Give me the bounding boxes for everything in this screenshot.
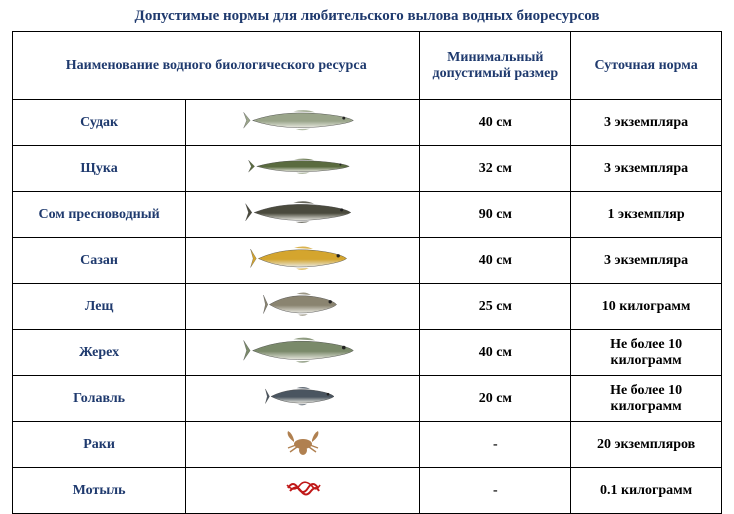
species-name: Лещ — [13, 284, 186, 330]
header-daily: Суточная норма — [571, 32, 722, 100]
min-size: - — [420, 468, 571, 514]
species-name: Жерех — [13, 330, 186, 376]
table-row: Мотыль -0.1 килограмм — [13, 468, 722, 514]
species-image — [186, 238, 420, 284]
table-row: Сазан 40 см3 экземпляра — [13, 238, 722, 284]
table-row: Раки -20 экземпляров — [13, 422, 722, 468]
min-size: 40 см — [420, 238, 571, 284]
table-row: Щука 32 см3 экземпляра — [13, 146, 722, 192]
daily-limit: Не более 10 килограмм — [571, 330, 722, 376]
page-title: Допустимые нормы для любительского вылов… — [12, 8, 722, 25]
species-image — [186, 330, 420, 376]
fish-icon — [243, 108, 363, 132]
fish-icon — [245, 199, 360, 225]
daily-limit: 3 экземпляра — [571, 100, 722, 146]
table-row: Лещ 25 см10 килограмм — [13, 284, 722, 330]
daily-limit: 20 экземпляров — [571, 422, 722, 468]
species-name: Раки — [13, 422, 186, 468]
species-image — [186, 284, 420, 330]
min-size: 32 см — [420, 146, 571, 192]
species-name: Голавль — [13, 376, 186, 422]
fish-icon — [248, 157, 358, 175]
fish-icon — [243, 335, 363, 365]
species-name: Сазан — [13, 238, 186, 284]
daily-limit: Не более 10 килограмм — [571, 376, 722, 422]
min-size: 25 см — [420, 284, 571, 330]
daily-limit: 1 экземпляр — [571, 192, 722, 238]
table-row: Голавль 20 смНе более 10 килограмм — [13, 376, 722, 422]
min-size: 40 см — [420, 100, 571, 146]
table-row: Судак 40 см3 экземпляра — [13, 100, 722, 146]
species-name: Сом пресноводный — [13, 192, 186, 238]
table-row: Сом пресноводный 90 см1 экземпляр — [13, 192, 722, 238]
header-name: Наименование водного биологического ресу… — [13, 32, 420, 100]
fishing-limits-table: Наименование водного биологического ресу… — [12, 31, 722, 514]
daily-limit: 0.1 килограмм — [571, 468, 722, 514]
bloodworm-icon — [283, 477, 323, 499]
species-name: Щука — [13, 146, 186, 192]
daily-limit: 10 килограмм — [571, 284, 722, 330]
daily-limit: 3 экземпляра — [571, 146, 722, 192]
table-header-row: Наименование водного биологического ресу… — [13, 32, 722, 100]
species-image — [186, 422, 420, 468]
species-image — [186, 468, 420, 514]
species-image — [186, 100, 420, 146]
species-image — [186, 146, 420, 192]
fish-icon — [263, 290, 343, 318]
table-row: Жерех 40 смНе более 10 килограмм — [13, 330, 722, 376]
species-name: Судак — [13, 100, 186, 146]
min-size: - — [420, 422, 571, 468]
header-size: Минимальный допустимый размер — [420, 32, 571, 100]
species-name: Мотыль — [13, 468, 186, 514]
min-size: 40 см — [420, 330, 571, 376]
min-size: 90 см — [420, 192, 571, 238]
species-image — [186, 376, 420, 422]
fish-icon — [250, 244, 355, 272]
fish-icon — [265, 385, 340, 407]
crayfish-icon — [278, 428, 328, 456]
daily-limit: 3 экземпляра — [571, 238, 722, 284]
species-image — [186, 192, 420, 238]
min-size: 20 см — [420, 376, 571, 422]
